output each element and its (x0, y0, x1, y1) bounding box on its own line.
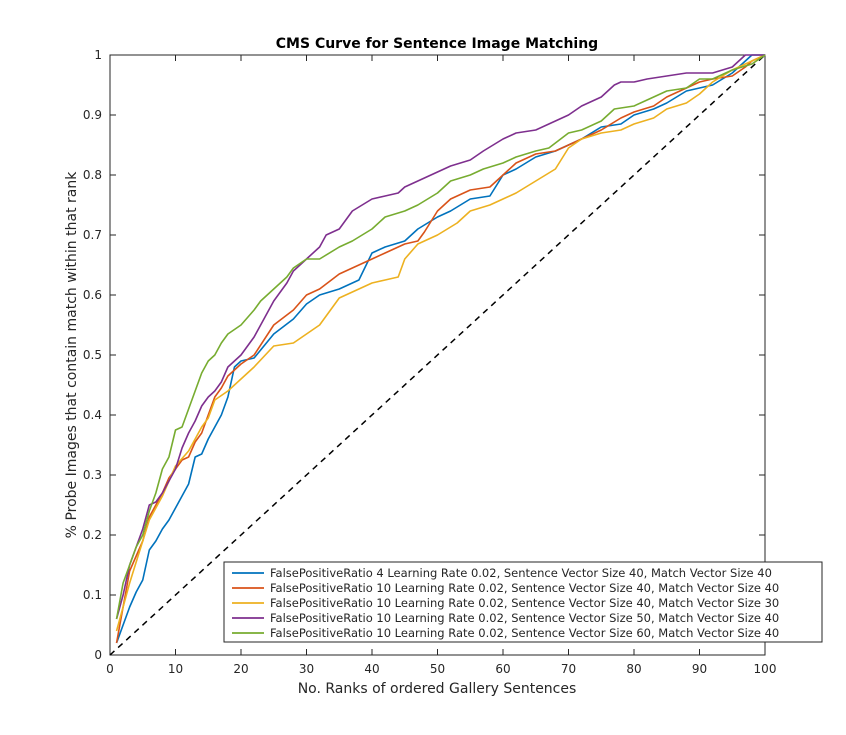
legend-entry-label: FalsePositiveRatio 10 Learning Rate 0.02… (270, 581, 779, 595)
y-tick-label: 0.9 (83, 108, 102, 122)
series-line-1 (115, 54, 765, 644)
y-axis-label: % Probe Images that contain match within… (64, 171, 80, 539)
legend-entry-label: FalsePositiveRatio 10 Learning Rate 0.02… (270, 596, 779, 610)
x-tick-label: 70 (561, 662, 576, 676)
y-tick-label: 0.3 (83, 468, 102, 482)
x-tick-label: 20 (233, 662, 248, 676)
x-tick-label: 0 (106, 662, 114, 676)
legend-box (223, 561, 823, 643)
series-line-5 (115, 54, 766, 620)
legend: FalsePositiveRatio 4 Learning Rate 0.02,… (223, 561, 823, 643)
y-axis-ticks: 0 0.1 0.2 0.3 0.4 0.5 0.6 0.7 0.8 0.9 1 (83, 48, 765, 662)
y-tick-label: 0.4 (83, 408, 102, 422)
x-tick-label: 40 (364, 662, 379, 676)
series-line-4 (115, 54, 765, 620)
reference-line-group (109, 54, 766, 656)
x-tick-label: 100 (754, 662, 777, 676)
y-tick-label: 1 (94, 48, 102, 62)
y-tick-label: 0.1 (83, 588, 102, 602)
x-tick-label: 10 (168, 662, 183, 676)
x-tick-label: 30 (299, 662, 314, 676)
series-lines (115, 54, 766, 644)
legend-entry-label: FalsePositiveRatio 10 Learning Rate 0.02… (270, 611, 779, 625)
y-tick-label: 0.2 (83, 528, 102, 542)
legend-entry-label: FalsePositiveRatio 10 Learning Rate 0.02… (270, 626, 779, 640)
chart-title: CMS Curve for Sentence Image Matching (276, 36, 598, 52)
y-tick-label: 0.6 (83, 288, 102, 302)
reference-diagonal-line (109, 54, 766, 656)
x-axis-label: No. Ranks of ordered Gallery Sentences (298, 681, 577, 697)
x-tick-label: 50 (430, 662, 445, 676)
x-axis-ticks: 0 10 20 30 40 50 60 70 80 90 100 (106, 55, 776, 676)
y-tick-label: 0.5 (83, 348, 102, 362)
x-tick-label: 90 (692, 662, 707, 676)
y-tick-label: 0.8 (83, 168, 102, 182)
legend-entry-label: FalsePositiveRatio 4 Learning Rate 0.02,… (270, 566, 772, 580)
y-tick-label: 0.7 (83, 228, 102, 242)
y-tick-label: 0 (94, 648, 102, 662)
x-tick-label: 60 (495, 662, 510, 676)
x-tick-label: 80 (626, 662, 641, 676)
